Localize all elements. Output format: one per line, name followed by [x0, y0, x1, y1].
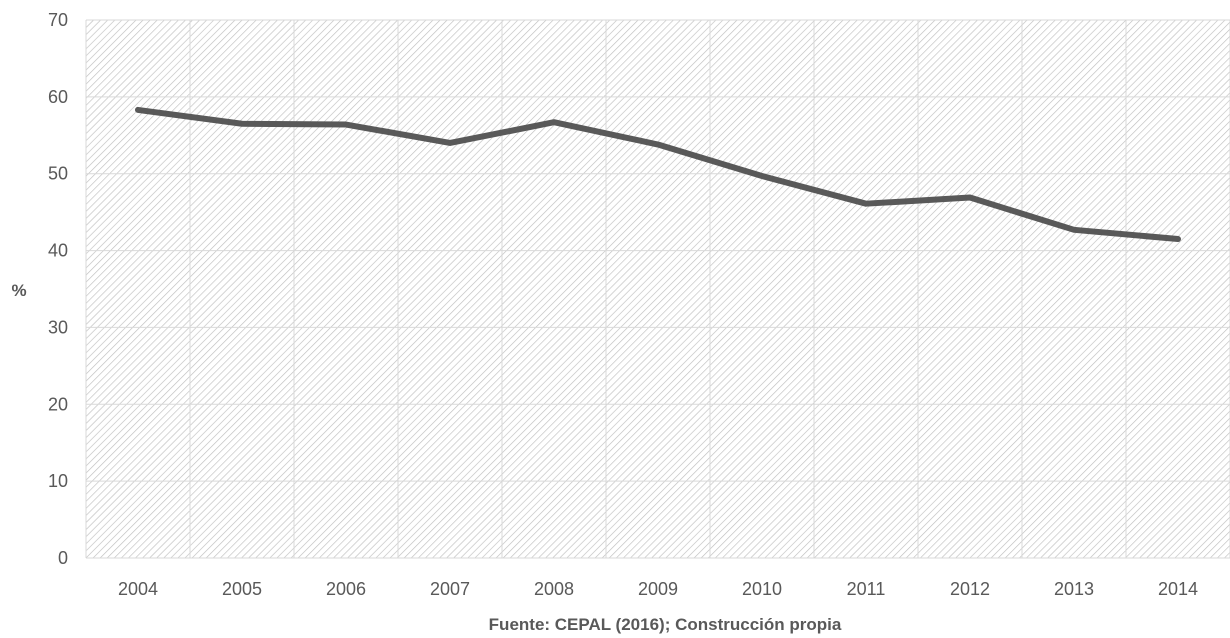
x-axis-ticks: 2004 2005 2006 2007 2008 2009 2010 2011 2012 2013…: [118, 579, 1198, 599]
x-tick-label: 2009: [638, 579, 678, 599]
y-tick-label: 30: [48, 317, 68, 337]
plot-area: [86, 20, 1230, 558]
x-tick-label: 2008: [534, 579, 574, 599]
data-point: [345, 124, 347, 126]
data-point: [553, 121, 555, 123]
x-tick-label: 2011: [847, 579, 886, 599]
y-tick-label: 10: [48, 471, 68, 491]
data-point: [761, 175, 763, 177]
x-tick-label: 2006: [326, 579, 366, 599]
data-point: [137, 109, 139, 111]
y-tick-label: 40: [48, 241, 68, 261]
data-point: [241, 123, 243, 125]
x-tick-label: 2014: [1158, 579, 1198, 599]
x-tick-label: 2013: [1054, 579, 1094, 599]
y-tick-label: 20: [48, 394, 68, 414]
x-tick-label: 2007: [430, 579, 470, 599]
data-point: [449, 142, 451, 144]
x-axis-title: Fuente: CEPAL (2016); Construcción propi…: [489, 615, 842, 634]
gridlines: [85, 19, 1230, 559]
y-axis-title: %: [11, 281, 26, 300]
data-point: [1073, 229, 1075, 231]
x-tick-label: 2005: [222, 579, 262, 599]
x-tick-label: 2004: [118, 579, 158, 599]
y-tick-label: 0: [58, 548, 68, 568]
data-point: [865, 203, 867, 205]
x-tick-label: 2010: [742, 579, 782, 599]
y-axis-ticks: 0 10 20 30 40 50 60 70: [48, 10, 68, 568]
series-layer: [135, 106, 1181, 243]
data-point: [969, 197, 971, 199]
x-tick-label: 2012: [950, 579, 990, 599]
data-point: [657, 144, 659, 146]
y-tick-label: 70: [48, 10, 68, 30]
y-tick-label: 50: [48, 164, 68, 184]
y-tick-label: 60: [48, 87, 68, 107]
data-point: [1177, 238, 1179, 240]
